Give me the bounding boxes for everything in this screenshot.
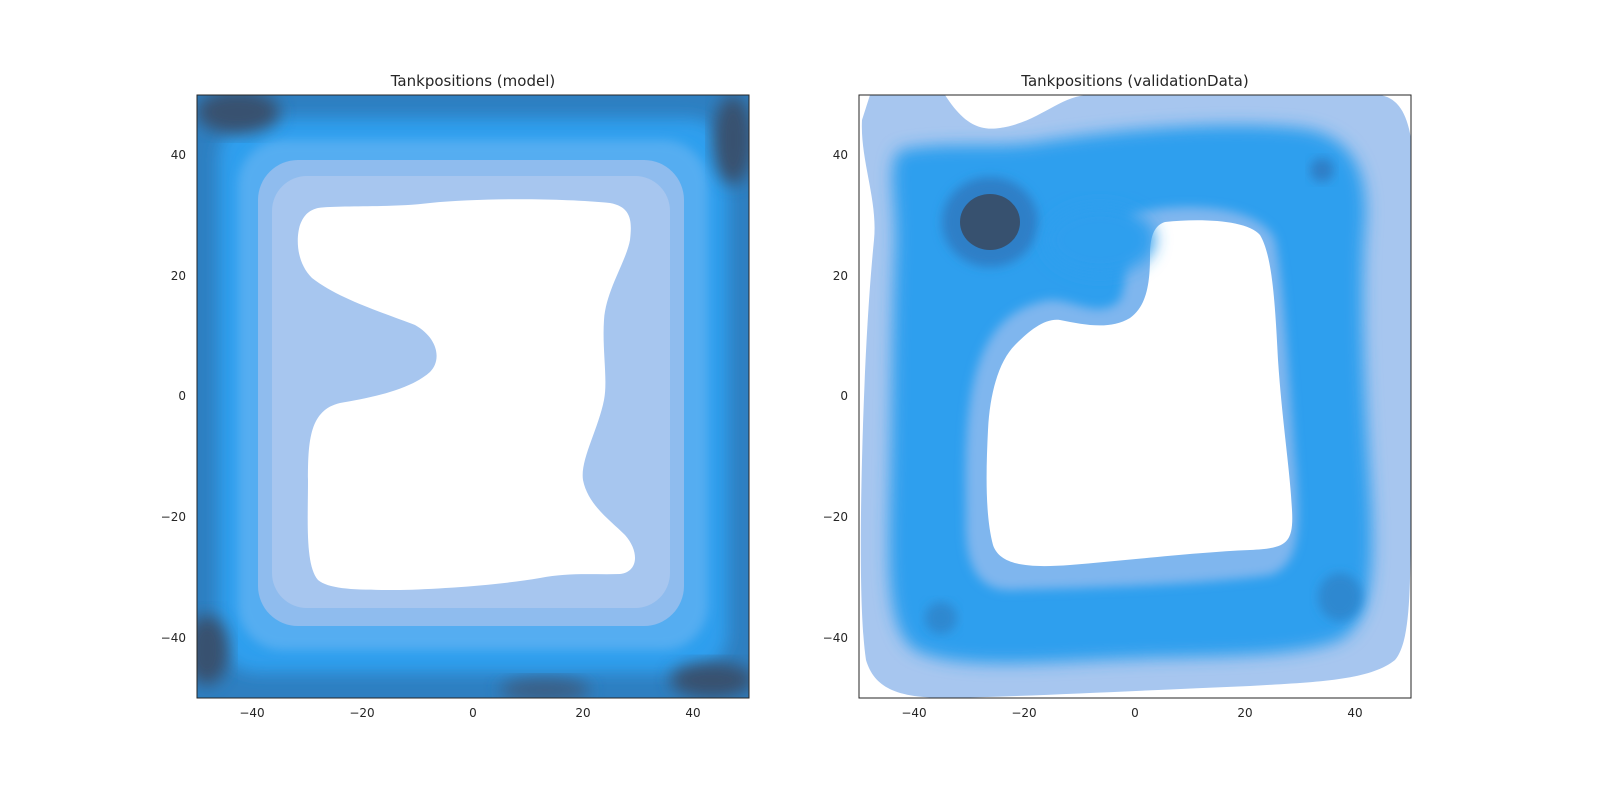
- density-peak: [500, 678, 590, 698]
- y-tick-label: 0: [840, 389, 848, 403]
- density-peak: [197, 615, 229, 685]
- density-peak: [197, 95, 280, 134]
- x-tick-label: −20: [1011, 706, 1036, 720]
- x-tick-label: 40: [685, 706, 700, 720]
- density-peak: [713, 95, 749, 185]
- y-tick-label: −40: [823, 631, 848, 645]
- density-void-model: [297, 199, 636, 590]
- x-tick-label: −40: [901, 706, 926, 720]
- density-peak: [1310, 158, 1334, 182]
- axes-title-validation: Tankpositions (validationData): [1020, 72, 1248, 90]
- density-peak: [670, 662, 749, 698]
- x-ticks-validation: −40 −20 0 20 40: [901, 706, 1362, 720]
- x-tick-label: 20: [1237, 706, 1252, 720]
- density-void-validation: [986, 220, 1293, 567]
- y-ticks-model: 40 20 0 −20 −40: [161, 148, 186, 645]
- x-tick-label: 40: [1347, 706, 1362, 720]
- axes-frame-validation: [858, 94, 1412, 699]
- y-tick-label: 40: [171, 148, 186, 162]
- y-tick-label: 0: [178, 389, 186, 403]
- x-tick-label: −20: [349, 706, 374, 720]
- axes-title-model: Tankpositions (model): [390, 72, 555, 90]
- y-tick-label: 20: [171, 269, 186, 283]
- x-tick-label: 0: [469, 706, 477, 720]
- axes-model: Tankpositions (model) −40 −20 0: [161, 72, 750, 720]
- x-ticks-model: −40 −20 0 20 40: [239, 706, 700, 720]
- density-plot-model: [197, 95, 749, 698]
- y-ticks-validation: 40 20 0 −20 −40: [823, 148, 848, 645]
- y-tick-label: 20: [833, 269, 848, 283]
- x-tick-label: 20: [575, 706, 590, 720]
- x-tick-label: −40: [239, 706, 264, 720]
- y-tick-label: −20: [161, 510, 186, 524]
- y-tick-label: 40: [833, 148, 848, 162]
- axes-frame-model: [196, 94, 750, 699]
- y-tick-label: −40: [161, 631, 186, 645]
- density-peak: [960, 194, 1020, 250]
- axes-validation: Tankpositions (validationData) −40 −20 0…: [823, 72, 1412, 720]
- density-peak: [1318, 573, 1362, 621]
- density-plot-validation: [859, 95, 1411, 698]
- density-peak: [925, 602, 957, 634]
- x-tick-label: 0: [1131, 706, 1139, 720]
- y-tick-label: −20: [823, 510, 848, 524]
